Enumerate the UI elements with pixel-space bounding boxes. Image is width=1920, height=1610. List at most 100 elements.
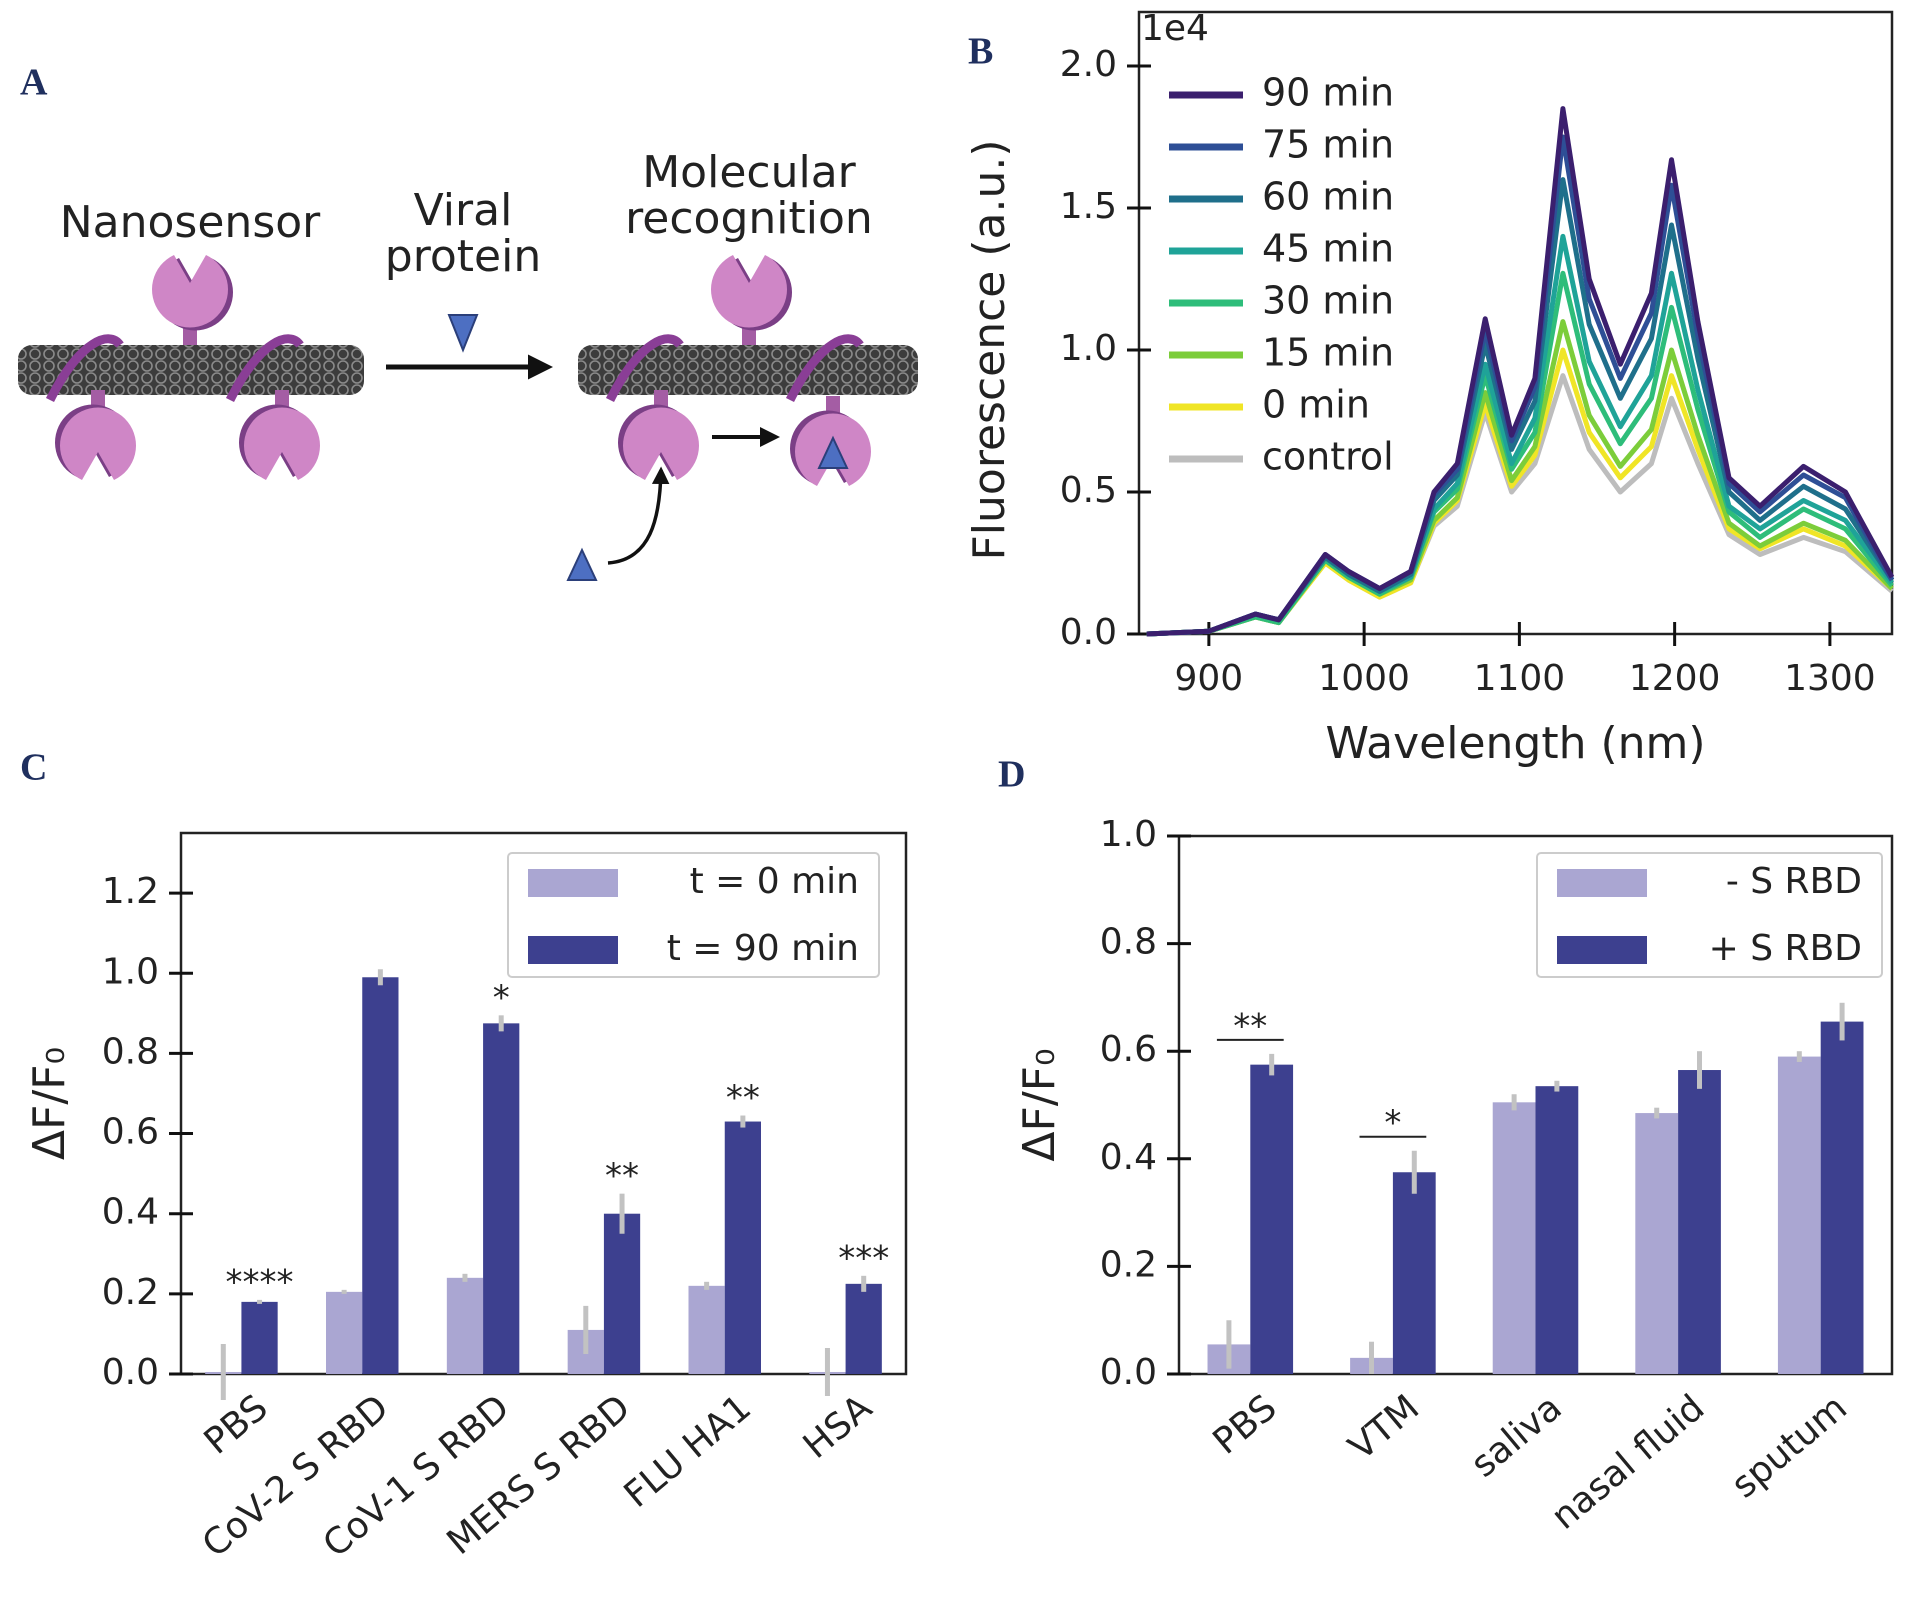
panel-label: B bbox=[968, 31, 993, 73]
significance: * bbox=[493, 978, 510, 1018]
y-tick-label: 1.2 bbox=[102, 871, 159, 912]
receptor bbox=[239, 390, 320, 480]
line bbox=[1146, 106, 1895, 637]
y-tick-label: 0.0 bbox=[1060, 612, 1117, 653]
significance: ** bbox=[726, 1078, 760, 1118]
y-tick-label: 0.5 bbox=[1060, 470, 1117, 511]
diagram-label: Viral protein bbox=[384, 185, 542, 283]
significance: * bbox=[1384, 1103, 1401, 1143]
receptor bbox=[152, 255, 233, 345]
y-tick-label: 0.8 bbox=[102, 1031, 159, 1072]
legend-label: 90 min bbox=[1262, 71, 1394, 115]
y-tick-label: 0.2 bbox=[102, 1272, 159, 1313]
y-axis-label: Fluorescence (a.u.) bbox=[964, 139, 1015, 560]
line bbox=[1146, 177, 1895, 637]
significance: **** bbox=[226, 1262, 294, 1302]
legend-swatch bbox=[1557, 936, 1647, 964]
bar bbox=[326, 1291, 363, 1374]
significance: ** bbox=[1233, 1006, 1267, 1046]
x-tick-label: 900 bbox=[1175, 658, 1244, 699]
bar bbox=[241, 1301, 278, 1374]
panel-label: C bbox=[20, 747, 47, 789]
x-tick-label: saliva bbox=[1464, 1387, 1570, 1485]
y-tick-label: 0.6 bbox=[102, 1112, 159, 1153]
x-tick-label: 1100 bbox=[1474, 658, 1566, 699]
y-axis-label: ΔF/F₀ bbox=[1014, 1048, 1065, 1161]
y-tick-label: 0.4 bbox=[102, 1192, 159, 1233]
x-tick-label: 1200 bbox=[1629, 658, 1721, 699]
panel-label: D bbox=[998, 754, 1025, 796]
polymer-wrap bbox=[45, 334, 864, 403]
y-tick-label: 1.0 bbox=[1060, 328, 1117, 369]
diagram-label: Nanosensor bbox=[59, 197, 321, 248]
nanotube bbox=[18, 345, 364, 395]
significance: ** bbox=[605, 1156, 639, 1196]
arrow bbox=[607, 466, 670, 565]
receptor bbox=[55, 390, 136, 480]
viral-protein bbox=[817, 435, 849, 469]
legend-label: 45 min bbox=[1262, 227, 1394, 271]
diagram bbox=[18, 255, 918, 581]
x-axis-label: Wavelength (nm) bbox=[1325, 718, 1705, 769]
legend-label: 15 min bbox=[1262, 331, 1394, 375]
viral-protein bbox=[566, 547, 598, 581]
significance: *** bbox=[838, 1238, 889, 1278]
x-tick-label: sputum bbox=[1724, 1387, 1855, 1506]
viral-protein bbox=[447, 314, 479, 353]
legend-label: t = 0 min bbox=[690, 861, 859, 902]
y-tick-label: 2.0 bbox=[1060, 44, 1117, 85]
bar bbox=[1392, 1172, 1436, 1374]
y-tick-label: 0.0 bbox=[102, 1352, 159, 1393]
legend-swatch bbox=[1557, 869, 1647, 897]
line bbox=[1146, 134, 1895, 637]
receptor bbox=[618, 390, 699, 480]
bar bbox=[1678, 1070, 1721, 1374]
plot-frame bbox=[179, 831, 908, 1376]
y-tick-label: 0.8 bbox=[1100, 922, 1157, 963]
bar bbox=[1777, 1056, 1821, 1374]
bar bbox=[1820, 1021, 1864, 1374]
x-tick-label: 1000 bbox=[1318, 658, 1410, 699]
panel-label: A bbox=[20, 62, 48, 104]
bar bbox=[603, 1213, 641, 1374]
bar bbox=[446, 1277, 484, 1374]
y-axis-label: ΔF/F₀ bbox=[24, 1047, 75, 1160]
x-tick-label: PBS bbox=[197, 1387, 276, 1463]
legend-label: 30 min bbox=[1262, 279, 1394, 323]
legend-swatch bbox=[528, 936, 618, 964]
y-tick-label: 0.2 bbox=[1100, 1244, 1157, 1285]
bar bbox=[362, 977, 399, 1374]
x-tick-label: nasal fluid bbox=[1544, 1387, 1712, 1538]
y-tick-label: 0.6 bbox=[1100, 1029, 1157, 1070]
bar bbox=[724, 1121, 761, 1374]
x-tick-label: HSA bbox=[796, 1387, 880, 1467]
receptor bbox=[711, 255, 792, 345]
legend-label: 0 min bbox=[1262, 383, 1370, 427]
offset-text: 1e4 bbox=[1141, 8, 1209, 49]
bar bbox=[1535, 1086, 1579, 1374]
x-tick-label: VTM bbox=[1341, 1387, 1427, 1468]
y-tick-label: 1.0 bbox=[102, 951, 159, 992]
y-tick-label: 0.0 bbox=[1100, 1352, 1157, 1393]
bar bbox=[483, 1023, 520, 1374]
bar bbox=[688, 1285, 725, 1374]
x-tick-label: PBS bbox=[1206, 1387, 1285, 1463]
y-tick-label: 1.5 bbox=[1060, 186, 1117, 227]
legend-label: t = 90 min bbox=[667, 928, 859, 969]
bar bbox=[845, 1283, 882, 1374]
x-tick-label: FLU HA1 bbox=[617, 1387, 759, 1516]
legend-label: control bbox=[1262, 435, 1394, 479]
x-tick-label: 1300 bbox=[1784, 658, 1876, 699]
legend-label: 60 min bbox=[1262, 175, 1394, 219]
diagram-label: Molecular recognition bbox=[625, 147, 873, 245]
legend-label: 75 min bbox=[1262, 123, 1394, 167]
bar bbox=[1635, 1113, 1679, 1374]
nanotube bbox=[578, 345, 918, 395]
legend-label: - S RBD bbox=[1726, 861, 1862, 902]
y-tick-label: 0.4 bbox=[1100, 1137, 1157, 1178]
bar bbox=[1250, 1064, 1294, 1374]
bar bbox=[1492, 1102, 1536, 1374]
legend-label: + S RBD bbox=[1709, 928, 1862, 969]
